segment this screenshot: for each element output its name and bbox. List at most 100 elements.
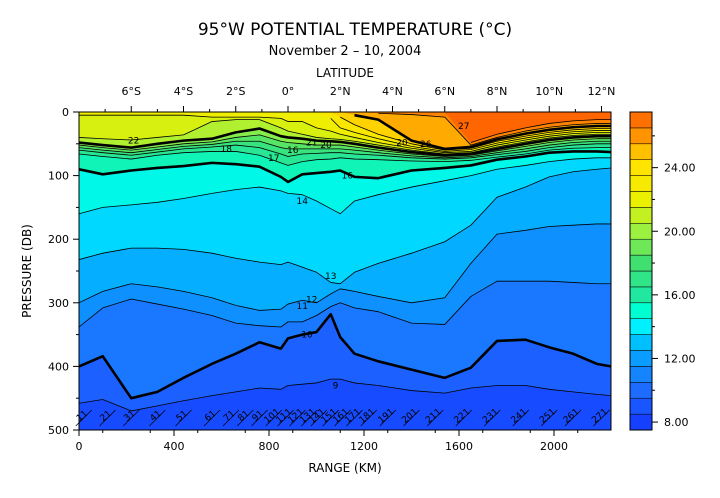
- y-axis-label: PRESSURE (DB): [20, 224, 34, 318]
- colorbar-band-25: [629, 143, 653, 160]
- colorbar-band-23: [629, 175, 653, 192]
- lat-tick-label-8°N: 8°N: [487, 85, 508, 98]
- station-tick-191: [379, 409, 396, 427]
- lat-tick-label-2°S: 2°S: [226, 85, 245, 98]
- station-tick-21: [99, 409, 116, 427]
- station-tick-261: [564, 409, 582, 427]
- y-tick-label-500: 500: [48, 424, 69, 437]
- contour-label-6: 20: [396, 139, 408, 149]
- lat-tick-label-10°N: 10°N: [535, 85, 563, 98]
- station-tick-231: [484, 409, 501, 427]
- colorbar-label-20: 20.00: [664, 225, 696, 238]
- colorbar-band-11: [629, 366, 653, 383]
- isotherm-19: [79, 134, 611, 157]
- contour-label-4: 20: [320, 141, 332, 151]
- station-tick-241: [512, 409, 529, 427]
- station-tick-131: [301, 409, 318, 427]
- chart-subtitle: November 2 – 10, 2004: [269, 44, 422, 59]
- isotherm-10: [79, 312, 611, 400]
- lat-tick-label-4°S: 4°S: [174, 85, 193, 98]
- isotherm-22: [79, 114, 611, 154]
- station-tick-251: [541, 409, 558, 427]
- station-tick-101: [265, 409, 282, 427]
- colorbar-band-14: [629, 318, 653, 335]
- station-tick-221: [455, 409, 472, 427]
- lat-tick-label-4°N: 4°N: [382, 85, 403, 98]
- station-tick-71: [222, 409, 240, 427]
- chart-title: 95°W POTENTIAL TEMPERATURE (°C): [198, 20, 512, 40]
- colorbar-label-16: 16.00: [664, 289, 696, 302]
- contour-label-8: 27: [458, 122, 469, 132]
- colorbar-band-24: [629, 159, 653, 176]
- contour-label-5: 21: [306, 139, 317, 149]
- station-tick-121: [289, 409, 306, 427]
- top-axis-label: LATITUDE: [316, 66, 374, 80]
- band-below-9: [79, 379, 611, 430]
- isotherm-21: [79, 119, 611, 155]
- lat-tick-label-0°: 0°: [282, 85, 295, 98]
- isotherm-9: [79, 378, 611, 412]
- lat-tick-label-6°S: 6°S: [122, 85, 141, 98]
- station-tick-161: [334, 409, 351, 427]
- colorbar-frame: [629, 111, 653, 431]
- station-tick-31: [123, 409, 140, 427]
- temperature-fills: [79, 112, 611, 430]
- colorbar-band-27: [629, 111, 653, 129]
- y-tick-label-0: 0: [62, 106, 69, 119]
- colorbar-band-17: [629, 270, 653, 288]
- x-axis-label: RANGE (KM): [308, 461, 381, 475]
- station-tick-61: [203, 409, 221, 427]
- plot-axes: 0 400 800 1200 1600 2000 0 100 200 300 400 500 6°S 4°…: [48, 85, 615, 453]
- isotherm-15: [79, 150, 611, 184]
- station-tick-81: [237, 409, 254, 427]
- colorbar-band-10: [629, 382, 653, 399]
- station-tick-171: [346, 409, 363, 427]
- contour-label-2: 17: [268, 154, 279, 164]
- colorbar: 8.00 12.00 16.00 20.00 24.00: [629, 111, 696, 431]
- colorbar-label-8: 8.00: [664, 416, 689, 429]
- isotherm-20: [79, 127, 611, 157]
- station-tick-201: [403, 409, 420, 427]
- colorbar-band-12: [629, 350, 653, 367]
- isotherm-18: [79, 140, 611, 159]
- station-tick-51: [175, 409, 192, 427]
- y-tick-label-100: 100: [48, 170, 69, 183]
- colorbar-band-9: [629, 397, 653, 415]
- colorbar-band-19: [629, 238, 653, 256]
- isotherm-16: [79, 147, 611, 166]
- colorbar-label-12: 12.00: [664, 352, 696, 365]
- y-tick-label-300: 300: [48, 297, 69, 310]
- station-tick-151: [322, 409, 339, 427]
- contour-label-3: 16: [287, 146, 299, 156]
- isotherm-12: [79, 223, 611, 311]
- contour-label-12: 12: [306, 296, 317, 306]
- contour-label-1: 18: [221, 145, 233, 155]
- contour-label-7: 26: [420, 140, 432, 150]
- x-tick-label-1600: 1600: [445, 440, 473, 453]
- station-tick-91: [251, 409, 268, 427]
- x-tick-label-0: 0: [76, 440, 83, 453]
- isotherm-27: [470, 119, 611, 143]
- colorbar-band-13: [629, 334, 653, 351]
- colorbar-band-16: [629, 286, 653, 304]
- station-tick-111: [277, 409, 294, 427]
- x-tick-label-2000: 2000: [540, 440, 568, 453]
- isotherm-23: [330, 118, 611, 152]
- lat-tick-label-6°N: 6°N: [434, 85, 455, 98]
- station-tick-11: [75, 409, 92, 427]
- contour-label-14: 10: [301, 331, 313, 341]
- station-tick-141: [310, 409, 328, 427]
- isotherm-14: [79, 157, 611, 215]
- colorbar-band-15: [629, 302, 653, 319]
- contour-label-15: 9: [333, 381, 339, 391]
- isotherm-26: [378, 112, 611, 146]
- contour-label-13: 11: [297, 302, 308, 312]
- colorbar-band-20: [629, 223, 653, 240]
- x-tick-label-1200: 1200: [350, 440, 378, 453]
- contour-label-11: 13: [325, 272, 336, 282]
- station-tick-181: [360, 409, 377, 427]
- contour-label-0: 22: [128, 137, 139, 147]
- colorbar-band-18: [629, 254, 653, 272]
- station-tick-41: [149, 409, 166, 427]
